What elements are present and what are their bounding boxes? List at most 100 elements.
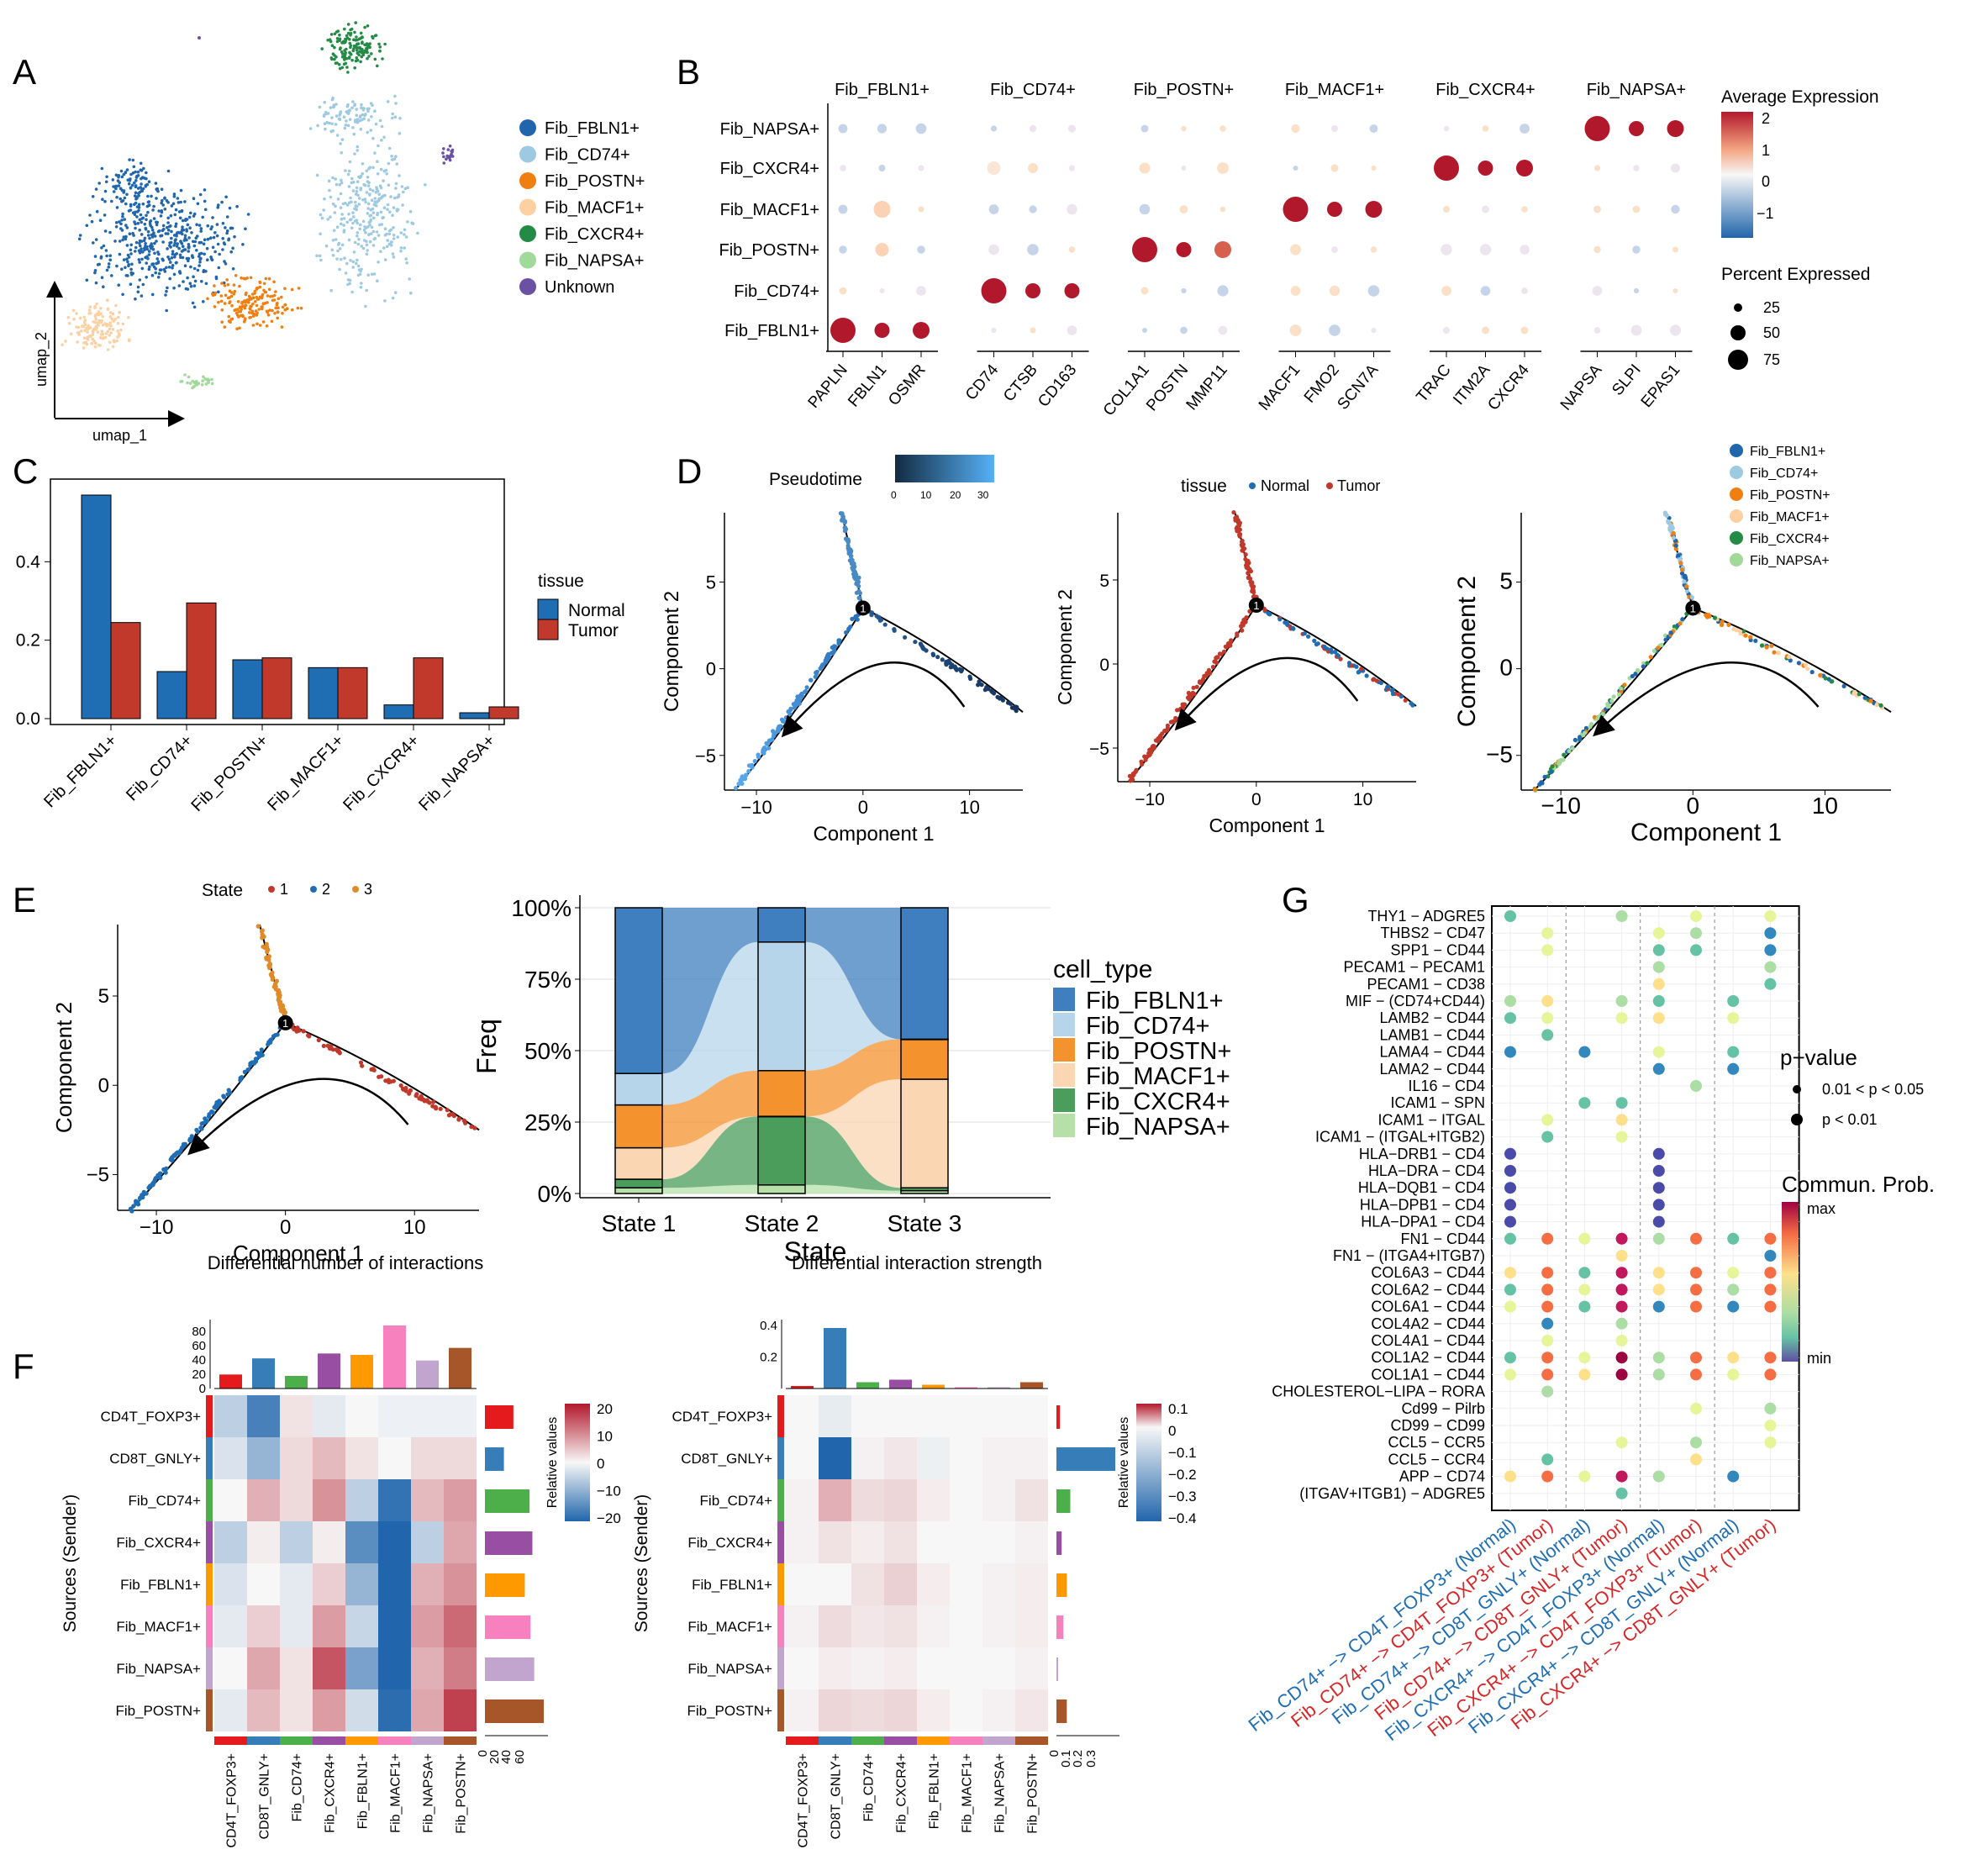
umap-point <box>329 40 333 44</box>
heatmap-cell <box>411 1563 444 1605</box>
umap-point <box>97 182 101 185</box>
umap-point <box>372 272 377 276</box>
heatmap-cell <box>247 1395 280 1437</box>
umap-point <box>346 282 350 287</box>
x-tick-label: −10 <box>1541 793 1581 819</box>
umap-point <box>450 155 455 158</box>
umap-point <box>330 116 334 119</box>
umap-point <box>350 290 354 294</box>
heatmap-cell <box>345 1395 378 1437</box>
umap-point <box>365 243 369 247</box>
cell-point <box>248 1061 253 1066</box>
umap-point <box>217 203 220 207</box>
umap-point <box>154 266 157 271</box>
legend-label: Fib_MACF1+ <box>545 199 644 218</box>
gene-label: SCN7A <box>1335 361 1383 413</box>
expression-dot <box>1069 165 1075 171</box>
cell-point <box>780 718 785 723</box>
expression-dot <box>1632 245 1641 254</box>
heatmap-cell <box>378 1395 411 1437</box>
heatmap-cell <box>378 1437 411 1479</box>
cell-point <box>840 518 845 523</box>
col-label: Fib_NAPSA+ <box>993 1753 1008 1833</box>
heatmap-cell <box>982 1437 1015 1479</box>
umap-point <box>173 256 176 259</box>
cell-point <box>743 773 748 778</box>
umap-point <box>94 281 98 285</box>
umap-point <box>283 303 287 307</box>
heatmap-cell <box>214 1437 247 1479</box>
umap-point <box>338 66 342 71</box>
umap-point <box>181 228 184 232</box>
gene-label: MMP11 <box>1183 361 1231 414</box>
umap-point <box>376 172 380 176</box>
cell-point <box>275 1032 280 1037</box>
umap-point <box>247 294 251 298</box>
pseudotime-colorbar <box>895 455 994 482</box>
top-bar <box>285 1376 308 1389</box>
umap-point <box>142 166 145 171</box>
cell-point <box>1231 510 1236 515</box>
umap-point <box>150 263 154 266</box>
umap-point <box>171 252 175 256</box>
umap-point <box>178 253 182 257</box>
umap-point <box>345 110 349 113</box>
cell-point <box>826 651 831 656</box>
umap-point <box>152 204 155 208</box>
cell-point <box>336 1048 341 1053</box>
umap-point <box>356 149 360 152</box>
umap-point <box>352 250 356 254</box>
cell-point <box>954 667 959 672</box>
umap-point <box>172 194 176 198</box>
expression-dot <box>1218 325 1228 335</box>
umap-point <box>337 63 341 66</box>
umap-point <box>151 247 155 251</box>
umap-point <box>161 198 164 203</box>
umap-point <box>129 187 133 190</box>
umap-point <box>338 267 341 271</box>
cell-point <box>1679 571 1685 576</box>
umap-point <box>224 293 228 298</box>
pair-label: ICAM1 − ITGAL <box>1377 1111 1485 1128</box>
y-tick-label: 5 <box>98 985 109 1008</box>
umap-point <box>198 36 201 40</box>
umap-point <box>146 210 150 214</box>
cell-point <box>276 991 281 996</box>
cell-point <box>1206 667 1211 673</box>
umap-point <box>376 64 379 68</box>
heatmap-cell <box>444 1437 477 1479</box>
umap-point <box>331 202 335 206</box>
umap-point <box>218 252 221 256</box>
cell-point <box>1805 667 1810 672</box>
umap-point <box>352 215 356 219</box>
cell-point <box>1335 653 1341 658</box>
stratum-Fib_POSTN+ <box>900 1038 949 1080</box>
cell-point <box>1656 646 1661 651</box>
interaction-dot <box>1652 1368 1665 1381</box>
gene-label: OSMR <box>885 361 930 409</box>
umap-point <box>126 253 130 257</box>
pair-label: (ITGAV+ITGB1) − ADGRE5 <box>1299 1485 1485 1502</box>
umap-point <box>196 202 200 206</box>
interaction-dot <box>1541 1335 1554 1346</box>
umap-point <box>121 214 124 219</box>
umap-point <box>406 220 409 224</box>
umap-point <box>340 217 344 221</box>
umap-point <box>98 344 102 347</box>
umap-point <box>382 246 386 250</box>
umap-point <box>445 157 448 161</box>
umap-point <box>94 187 98 191</box>
umap-point <box>209 236 213 240</box>
umap-point <box>176 201 181 204</box>
heatmap-cell <box>247 1437 280 1479</box>
umap-point <box>228 289 232 293</box>
interaction-dot <box>1541 1352 1554 1364</box>
cell-point <box>155 1172 161 1178</box>
stratum-Fib_FBLN1+ <box>900 907 949 1041</box>
cell-point <box>1796 661 1801 666</box>
umap-point <box>216 206 220 209</box>
cell-point <box>1537 782 1542 787</box>
cell-point <box>984 686 989 691</box>
umap-point <box>356 42 361 45</box>
umap-point <box>140 182 143 186</box>
